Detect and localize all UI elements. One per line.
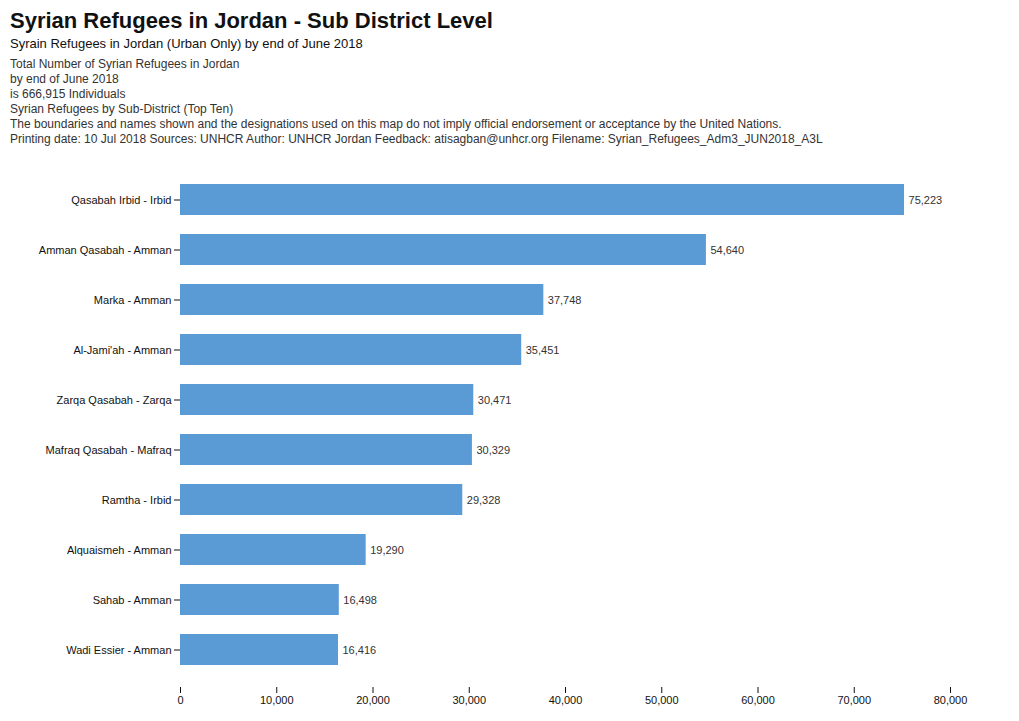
svg-text:Sahab - Amman: Sahab - Amman: [93, 594, 172, 606]
svg-text:Al-Jami'ah - Amman: Al-Jami'ah - Amman: [73, 344, 171, 356]
html-text:Syrain Refugees in Jordan (Urb: Syrain Refugees in Jordan (Urban Only) b…: [10, 36, 363, 51]
svg-text:19,290: 19,290: [370, 544, 404, 556]
svg-text:20,000: 20,000: [356, 694, 390, 706]
svg-text:Alquaismeh - Amman: Alquaismeh - Amman: [67, 544, 172, 556]
svg-text:30,471: 30,471: [478, 394, 512, 406]
svg-text:70,000: 70,000: [837, 694, 871, 706]
svg-text:Zarqa Qasabah - Zarqa: Zarqa Qasabah - Zarqa: [57, 394, 173, 406]
html-text:Printing date: 10 Jul 2018 Sou: Printing date: 10 Jul 2018 Sources: UNHC…: [10, 132, 823, 146]
html-text:by end of June 2018: by end of June 2018: [10, 72, 119, 86]
html-text:The boundaries and names shown: The boundaries and names shown and the d…: [10, 117, 782, 131]
html-text:Syrian Refugees in Jordan - Su: Syrian Refugees in Jordan - Sub District…: [10, 8, 493, 33]
html-text:is 666,915 Individuals: is 666,915 Individuals: [10, 87, 126, 101]
svg-text:Mafraq Qasabah - Mafraq: Mafraq Qasabah - Mafraq: [46, 444, 172, 456]
svg-text:Amman Qasabah - Amman: Amman Qasabah - Amman: [39, 244, 172, 256]
svg-text:10,000: 10,000: [260, 694, 294, 706]
svg-text:Wadi Essier - Amman: Wadi Essier - Amman: [66, 644, 171, 656]
svg-text:35,451: 35,451: [526, 344, 560, 356]
html-text:Syrian Refugees by Sub-Distric: Syrian Refugees by Sub-District (Top Ten…: [10, 102, 234, 116]
svg-text:37,748: 37,748: [548, 294, 582, 306]
svg-text:0: 0: [177, 694, 183, 706]
svg-text:30,000: 30,000: [452, 694, 486, 706]
html-text:Total Number of Syrian Refugee: Total Number of Syrian Refugees in Jorda…: [10, 57, 240, 71]
svg-text:Qasabah Irbid - Irbid: Qasabah Irbid - Irbid: [71, 194, 171, 206]
svg-text:29,328: 29,328: [467, 494, 501, 506]
svg-text:Ramtha - Irbid: Ramtha - Irbid: [102, 494, 172, 506]
svg-text:Marka - Amman: Marka - Amman: [94, 294, 172, 306]
svg-text:54,640: 54,640: [710, 244, 744, 256]
svg-text:75,223: 75,223: [909, 194, 943, 206]
svg-text:80,000: 80,000: [934, 694, 968, 706]
svg-text:30,329: 30,329: [476, 444, 510, 456]
svg-text:40,000: 40,000: [549, 694, 583, 706]
svg-text:50,000: 50,000: [645, 694, 679, 706]
svg-text:16,498: 16,498: [343, 594, 377, 606]
svg-text:60,000: 60,000: [741, 694, 775, 706]
svg-text:16,416: 16,416: [343, 644, 377, 656]
